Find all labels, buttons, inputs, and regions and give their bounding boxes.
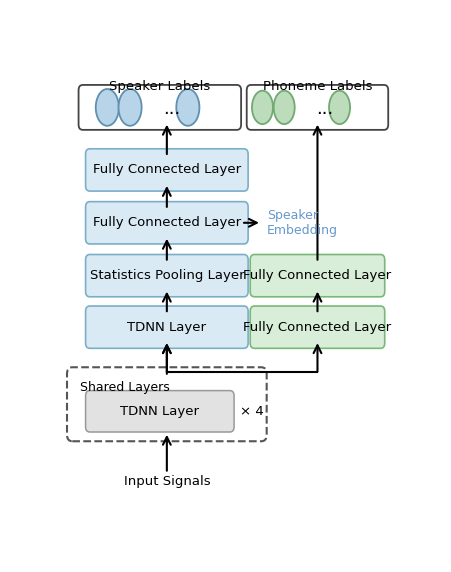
FancyBboxPatch shape (85, 306, 248, 348)
Ellipse shape (251, 91, 272, 124)
Ellipse shape (118, 89, 141, 126)
Text: Fully Connected Layer: Fully Connected Layer (243, 321, 391, 333)
FancyBboxPatch shape (85, 202, 248, 244)
Text: Phoneme Labels: Phoneme Labels (262, 80, 372, 93)
Text: TDNN Layer: TDNN Layer (127, 321, 206, 333)
Text: Speaker
Embedding: Speaker Embedding (266, 209, 337, 237)
Text: Statistics Pooling Layer: Statistics Pooling Layer (89, 269, 244, 282)
Ellipse shape (176, 89, 199, 126)
FancyBboxPatch shape (85, 255, 248, 297)
Text: Input Signals: Input Signals (123, 475, 210, 488)
Text: × 4: × 4 (240, 405, 263, 418)
Ellipse shape (273, 91, 294, 124)
FancyBboxPatch shape (250, 255, 384, 297)
FancyBboxPatch shape (85, 149, 248, 191)
Text: TDNN Layer: TDNN Layer (120, 405, 199, 418)
Text: ...: ... (316, 101, 333, 118)
Text: Speaker Labels: Speaker Labels (109, 80, 210, 93)
Text: Shared Layers: Shared Layers (80, 381, 169, 394)
Text: Fully Connected Layer: Fully Connected Layer (92, 164, 240, 176)
Text: ...: ... (163, 101, 180, 118)
Text: Fully Connected Layer: Fully Connected Layer (92, 216, 240, 229)
FancyBboxPatch shape (85, 391, 234, 432)
Ellipse shape (96, 89, 119, 126)
Text: Fully Connected Layer: Fully Connected Layer (243, 269, 391, 282)
FancyBboxPatch shape (250, 306, 384, 348)
Ellipse shape (328, 91, 349, 124)
FancyBboxPatch shape (78, 85, 240, 130)
FancyBboxPatch shape (246, 85, 387, 130)
